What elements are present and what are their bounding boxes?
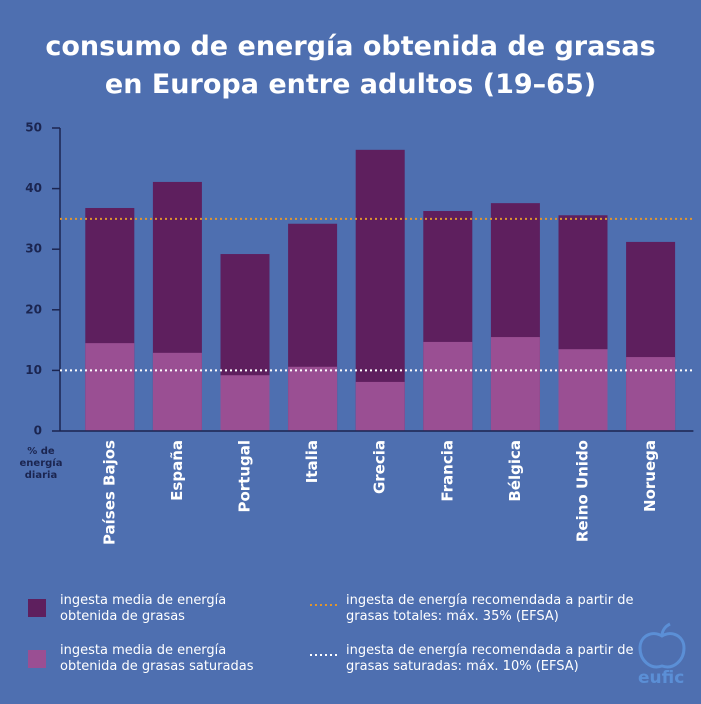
logo-icon [638,622,686,669]
y-tick-label: 0 [34,424,42,438]
x-tick-label: Francia [438,440,456,502]
legend-label: ingesta de energía recomendada a partir … [346,593,634,624]
legend-label: ingesta media de energía obtenida de gra… [60,643,254,674]
y-tick-label: 50 [25,121,42,135]
bar [558,349,608,431]
chart-title: consumo de energía obtenida de grasas en… [45,31,656,100]
legend-label: ingesta media de energía obtenida de gra… [60,593,227,624]
bar [220,375,270,431]
x-tick-label: Grecia [371,440,389,494]
bar [490,337,540,431]
x-tick-label: Reino Unido [574,440,592,542]
x-tick-label: España [168,440,186,501]
bar [423,341,473,431]
legend-swatch [28,650,46,668]
y-axis-label: % de energía diaria [19,446,63,481]
bar [85,343,135,431]
legend-swatch [28,599,46,617]
y-tick-label: 30 [25,242,42,256]
x-tick-label: Países Bajos [100,440,118,545]
y-tick-label: 10 [25,363,42,377]
y-tick-label: 40 [25,181,42,195]
bar [626,357,676,431]
bar [288,366,338,431]
x-tick-label: Italia [303,440,321,483]
x-tick-label: Portugal [236,440,254,513]
brand: eufic [638,668,685,688]
x-tick-label: Bélgica [506,440,524,502]
bar [355,381,405,431]
bar [152,352,202,431]
x-tick-label: Noruega [641,440,659,512]
y-tick-label: 20 [25,302,42,316]
legend-label: ingesta de energía recomendada a partir … [346,643,634,674]
